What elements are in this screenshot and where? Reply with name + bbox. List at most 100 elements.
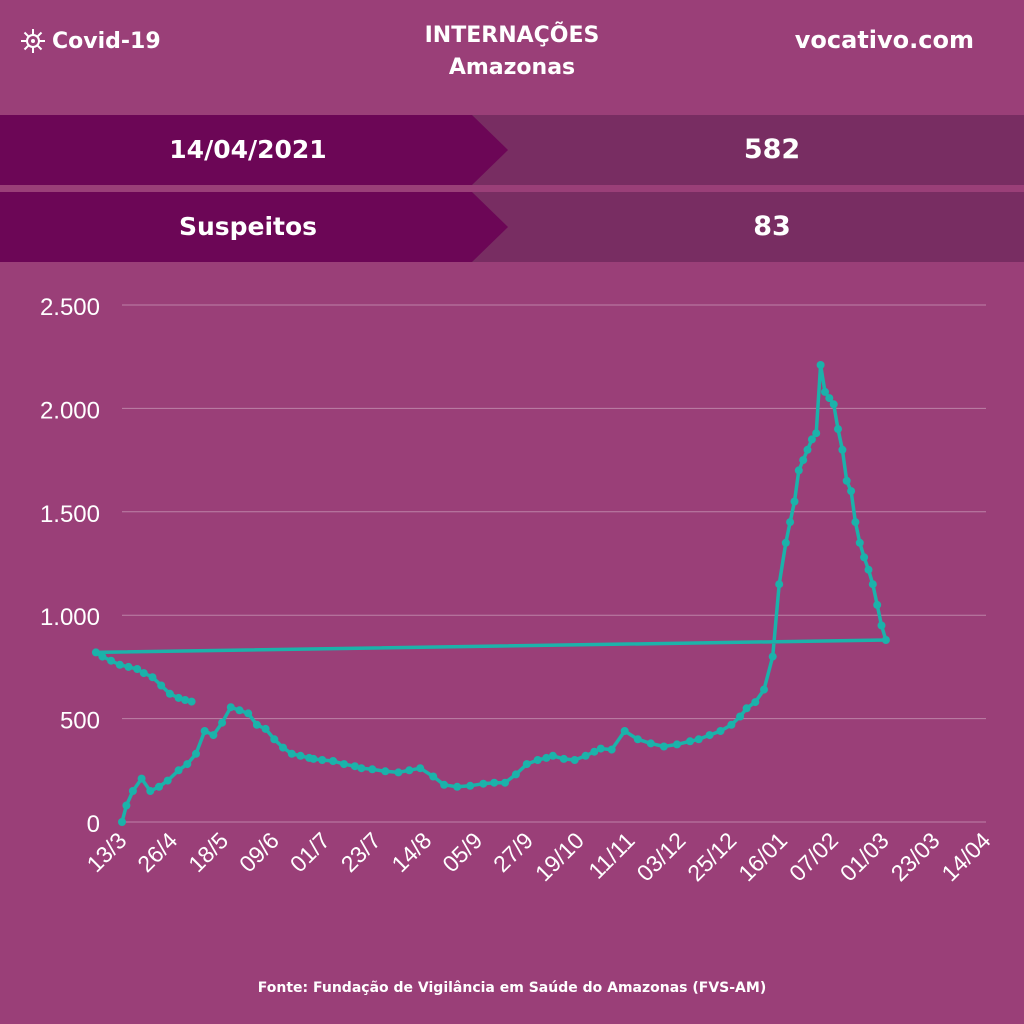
data-point — [118, 818, 126, 826]
data-point — [244, 709, 253, 718]
data-point — [107, 656, 116, 665]
data-point — [705, 731, 714, 740]
data-point — [768, 652, 777, 661]
data-point — [124, 662, 133, 671]
data-point — [252, 720, 261, 729]
data-point — [803, 445, 812, 454]
data-point — [511, 770, 520, 779]
data-point — [786, 518, 795, 527]
data-point — [542, 753, 551, 762]
x-tick-label: 26/4 — [132, 827, 182, 877]
brand-label: Covid-19 — [52, 28, 161, 54]
summary-suspects-label: Suspeitos — [178, 212, 318, 241]
data-point — [181, 696, 190, 704]
data-point — [607, 745, 616, 754]
data-point — [133, 665, 142, 673]
data-point — [842, 476, 851, 485]
data-point — [851, 518, 860, 527]
data-point — [479, 779, 488, 788]
summary-suspects-value: 83 — [753, 211, 791, 242]
data-point — [235, 706, 244, 715]
x-tick-label: 05/9 — [437, 827, 487, 877]
data-point — [716, 727, 725, 735]
data-point — [881, 636, 890, 644]
data-point — [873, 600, 882, 609]
data-point — [490, 778, 499, 787]
data-point — [825, 394, 834, 403]
data-point — [812, 429, 821, 438]
data-point — [122, 801, 131, 810]
site-link[interactable]: vocativo.com — [794, 26, 974, 54]
data-point — [790, 497, 799, 506]
data-point — [98, 652, 107, 661]
data-point — [620, 727, 629, 735]
data-point — [115, 660, 124, 669]
y-tick-label: 0 — [87, 811, 100, 838]
data-point — [877, 621, 886, 630]
data-point — [318, 756, 327, 764]
data-point — [174, 693, 183, 702]
data-point — [673, 740, 681, 749]
x-tick-label: 14/04 — [936, 827, 995, 886]
data-point — [581, 751, 590, 760]
data-point — [548, 751, 557, 760]
series-line — [94, 363, 888, 823]
data-point — [287, 749, 296, 758]
data-point — [860, 553, 869, 562]
summary-row-date: 14/04/2021 582 — [0, 115, 1024, 185]
data-point — [429, 772, 438, 781]
data-point — [340, 760, 348, 769]
data-point — [279, 743, 287, 752]
x-tick-label: 23/7 — [336, 827, 386, 877]
y-tick-label: 1.000 — [40, 604, 100, 631]
data-point — [742, 704, 751, 713]
data-point — [137, 774, 146, 783]
x-tick-label: 01/03 — [835, 827, 894, 886]
data-point — [466, 781, 475, 790]
data-point — [821, 387, 829, 396]
data-point — [501, 778, 509, 787]
x-tick-label: 18/5 — [183, 827, 233, 877]
x-tick-label: 25/12 — [682, 827, 741, 886]
data-point — [694, 735, 703, 744]
data-point — [405, 766, 414, 775]
data-point — [187, 697, 196, 706]
data-point — [659, 742, 668, 751]
data-point — [174, 766, 183, 775]
data-point — [736, 712, 745, 721]
chart-title-block: INTERNAÇÕES Amazonas — [0, 20, 1024, 84]
data-point — [148, 673, 157, 682]
data-point — [270, 735, 279, 744]
data-point — [163, 776, 172, 785]
data-point — [596, 744, 605, 753]
data-point — [799, 456, 808, 465]
data-point — [440, 780, 449, 789]
data-point — [139, 669, 148, 678]
x-tick-label: 16/01 — [733, 827, 792, 886]
summary-label-band — [0, 115, 508, 185]
brand: Covid-19 — [20, 28, 161, 54]
x-tick-label: 19/10 — [530, 827, 589, 886]
x-tick-label: 11/11 — [583, 827, 640, 884]
data-point — [794, 466, 803, 475]
data-point — [775, 580, 784, 589]
x-tick-label: 03/12 — [632, 827, 691, 886]
data-point — [218, 718, 227, 727]
data-point — [781, 538, 790, 547]
data-point — [226, 703, 235, 712]
data-point — [261, 724, 270, 733]
data-point — [816, 361, 825, 369]
data-point — [309, 754, 318, 763]
data-point — [633, 735, 642, 744]
data-point — [727, 720, 736, 729]
data-point — [209, 731, 218, 740]
summary-total-value: 582 — [743, 134, 801, 165]
data-point — [864, 565, 873, 574]
data-point — [590, 747, 599, 756]
data-point — [533, 756, 542, 764]
data-point — [751, 698, 760, 707]
data-point — [381, 767, 390, 776]
source-note: Fonte: Fundação de Vigilância em Saúde d… — [257, 980, 767, 996]
data-point — [522, 760, 531, 769]
data-point — [807, 435, 816, 444]
